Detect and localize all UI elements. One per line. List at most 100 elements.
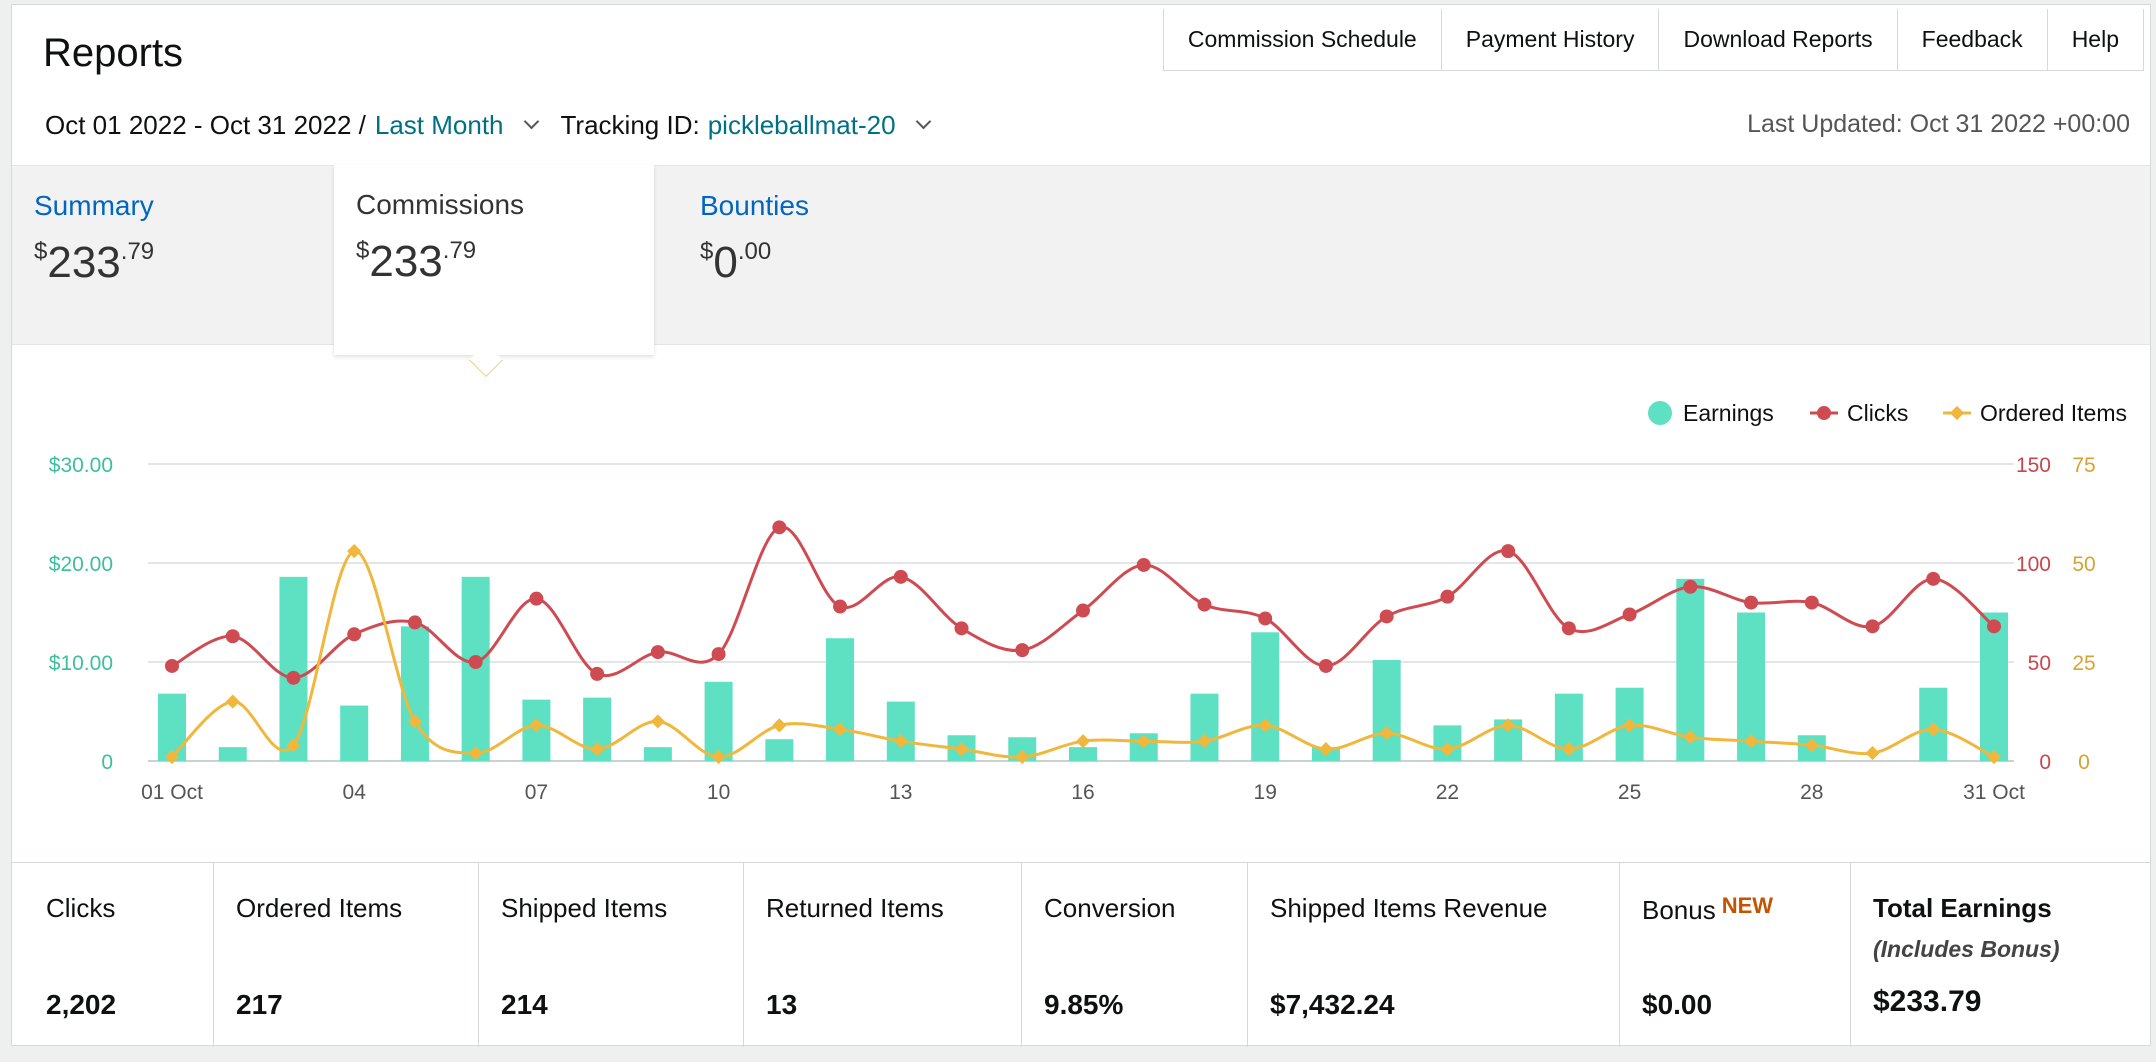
download-reports-button[interactable]: Download Reports — [1658, 9, 1897, 70]
tab-summary-label: Summary — [34, 190, 154, 221]
stat-value: $233.79 — [1873, 985, 1982, 1018]
y-tick-label-clicks: 0 — [2039, 751, 2051, 774]
point-ordered-items — [468, 746, 483, 761]
point-clicks — [1076, 603, 1090, 618]
legend-swatch-earnings — [1648, 401, 1672, 425]
point-ordered-items — [1136, 734, 1151, 749]
tab-bounties[interactable]: Bounties $0.00 — [678, 166, 998, 346]
tab-commissions-label: Commissions — [356, 189, 525, 220]
x-tick-label: 19 — [1254, 781, 1277, 804]
stat-label: Shipped Items Revenue — [1270, 893, 1548, 923]
x-tick-label: 22 — [1436, 781, 1459, 804]
reports-panel: Reports Commission Schedule Payment Hist… — [11, 4, 2151, 1047]
x-tick-label: 13 — [889, 781, 912, 804]
summary-dollars: 233 — [47, 238, 121, 287]
y-tick-label-earnings: 0 — [101, 751, 113, 774]
stat-label: Returned Items — [766, 893, 944, 923]
point-ordered-items — [1561, 742, 1576, 757]
bar-earnings — [765, 739, 794, 761]
top-nav: Commission Schedule Payment History Down… — [1162, 9, 2144, 71]
legend-label: Ordered Items — [1980, 400, 2127, 426]
bounties-dollars: 0 — [713, 238, 738, 287]
point-ordered-items — [1501, 718, 1516, 733]
point-ordered-items — [1986, 749, 2002, 765]
bar-earnings — [400, 626, 429, 761]
x-tick-label: 04 — [343, 781, 367, 804]
stat-value: $0.00 — [1642, 989, 1713, 1020]
stat-label: Total Earnings — [1873, 893, 2052, 923]
bounties-cents: .00 — [737, 238, 772, 265]
payment-history-button[interactable]: Payment History — [1440, 9, 1659, 70]
bar-earnings — [279, 576, 308, 761]
point-ordered-items — [1622, 718, 1637, 733]
point-clicks — [1561, 621, 1576, 636]
bonus-label: Bonus — [1642, 895, 1716, 925]
point-clicks — [407, 615, 422, 630]
stat-label: Ordered Items — [236, 893, 403, 923]
legend-item: Ordered Items — [1943, 400, 2127, 426]
point-ordered-items — [1804, 738, 1819, 753]
chevron-down-icon[interactable] — [523, 113, 539, 130]
feedback-button[interactable]: Feedback — [1896, 9, 2047, 70]
point-clicks — [1804, 595, 1819, 610]
commission-schedule-button[interactable]: Commission Schedule — [1163, 9, 1441, 70]
bounties-amount: $0.00 — [700, 238, 976, 288]
point-ordered-items — [1926, 722, 1941, 737]
point-clicks — [1440, 589, 1455, 604]
point-ordered-items — [650, 714, 665, 729]
legend-label: Clicks — [1847, 400, 1908, 426]
help-button[interactable]: Help — [2046, 9, 2143, 70]
y-tick-label-earnings: $20.00 — [49, 553, 113, 576]
point-clicks — [165, 658, 179, 673]
commissions-amount: $233.79 — [356, 237, 632, 287]
stat-total-earnings: Total Earnings (Includes Bonus) $233.79 — [1850, 863, 2150, 1047]
summary-cents: .79 — [120, 238, 155, 265]
stat-label: Shipped Items — [501, 893, 668, 923]
earnings-chart: 0 $10.00 $20.00 $30.00 0 50 100 150 0 25 50 75 01 Oc… — [49, 400, 2127, 804]
y-tick-label-earnings: $10.00 — [49, 652, 113, 675]
point-clicks — [711, 647, 726, 662]
x-tick-label: 01 Oct — [141, 781, 203, 804]
legend-label: Earnings — [1683, 400, 1774, 426]
bar-earnings — [158, 693, 186, 761]
x-tick-label: 10 — [707, 781, 730, 804]
point-ordered-items — [1865, 746, 1880, 761]
filter-row: Oct 01 2022 - Oct 31 2022 / Last Month T… — [45, 110, 943, 141]
point-clicks — [225, 629, 240, 644]
stat-label: Bonus NEW — [1642, 893, 1850, 926]
legend-swatch-ordered — [1949, 405, 1965, 421]
point-clicks — [893, 569, 908, 584]
stat-value: 214 — [501, 989, 548, 1020]
point-clicks — [1987, 619, 2001, 634]
x-tick-label: 31 Oct — [1963, 781, 2025, 804]
point-clicks — [1379, 609, 1394, 624]
point-clicks — [1501, 544, 1516, 559]
point-ordered-items — [832, 722, 848, 737]
date-range: Oct 01 2022 - Oct 31 2022 / — [45, 110, 366, 140]
tracking-id-dropdown[interactable]: pickleballmat-20 — [707, 110, 896, 140]
bar-earnings — [704, 681, 733, 761]
period-dropdown[interactable]: Last Month — [374, 110, 504, 140]
last-updated: Last Updated: Oct 31 2022 +00:00 — [1747, 110, 2130, 138]
stats-bar: Clicks 2,202 Ordered Items 217 Shipped I… — [12, 862, 2150, 1047]
stat-value: 217 — [236, 989, 283, 1020]
point-clicks — [954, 621, 969, 636]
y-tick-label-clicks: 100 — [2016, 553, 2051, 576]
y-tick-label-earnings: $30.00 — [49, 454, 113, 477]
bar-earnings — [1980, 612, 2008, 761]
chevron-down-icon[interactable] — [915, 113, 931, 130]
point-ordered-items — [1197, 734, 1212, 749]
point-ordered-items — [286, 738, 301, 753]
point-clicks — [833, 599, 848, 614]
stat-value: 9.85% — [1044, 989, 1124, 1020]
stat-value: $7,432.24 — [1270, 989, 1395, 1020]
point-clicks — [590, 666, 605, 681]
x-tick-label: 25 — [1618, 781, 1641, 804]
point-clicks — [1318, 658, 1333, 673]
tab-summary[interactable]: Summary $233.79 — [12, 166, 334, 346]
point-ordered-items — [1379, 726, 1394, 741]
tracking-id-label: Tracking ID: — [560, 110, 700, 140]
ordered-items-line — [170, 549, 1995, 759]
point-ordered-items — [1258, 718, 1273, 733]
tab-commissions[interactable]: Commissions $233.79 — [334, 165, 654, 355]
